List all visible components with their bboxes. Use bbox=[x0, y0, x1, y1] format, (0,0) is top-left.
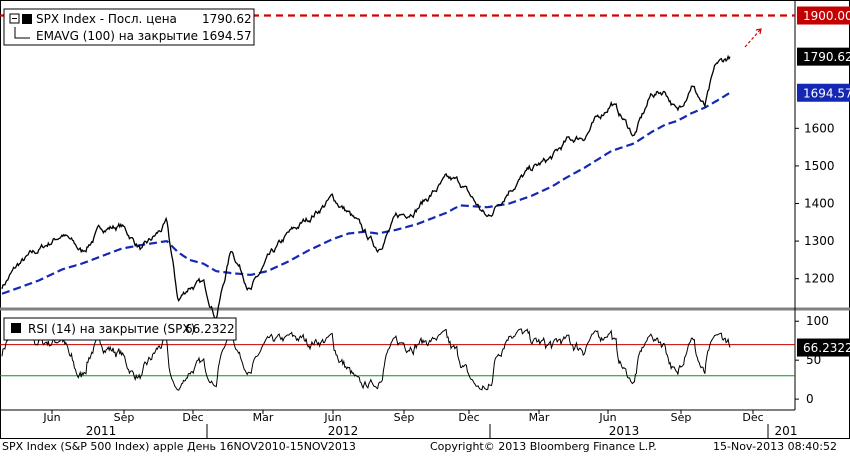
legend-rsi-label: RSI (14) на закрытие (SPX) bbox=[28, 322, 195, 336]
month-label: Sep bbox=[114, 411, 135, 424]
ema-last-value-text: 1694.57 bbox=[803, 86, 850, 100]
year-label: 2011 bbox=[86, 424, 117, 438]
month-label: Jun bbox=[323, 411, 341, 424]
chart-series bbox=[1, 54, 731, 391]
price-tick-label: 1600 bbox=[804, 121, 835, 135]
year-label: 2013 bbox=[609, 424, 640, 438]
ema-100-line bbox=[1, 91, 731, 295]
rsi-line bbox=[1, 328, 731, 391]
footer-copyright: Copyright© 2013 Bloomberg Finance L.P. bbox=[430, 440, 657, 453]
legend-rsi-swatch bbox=[11, 323, 21, 333]
year-label: 201 bbox=[775, 424, 798, 438]
rsi-last-value-text: 66.2322 bbox=[803, 341, 850, 355]
rsi-tick-label: 50 bbox=[806, 353, 821, 367]
price-legend-box bbox=[3, 8, 255, 46]
ema-last-value-box bbox=[797, 83, 850, 102]
price-tick-label: 1300 bbox=[804, 234, 835, 248]
footer-left: SPX Index (S&P 500 Index) apple День 16N… bbox=[2, 440, 356, 453]
month-label: Jun bbox=[42, 411, 60, 424]
reference-value-box bbox=[797, 6, 850, 25]
legend-ema-value: 1694.57 bbox=[202, 29, 252, 43]
chart-legend: SPX Index - Посл. цена 1790.62 EMAVG (100)… bbox=[3, 8, 255, 341]
footer-timestamp: 15-Nov-2013 08:40:52 bbox=[713, 440, 838, 453]
month-label: Dec bbox=[458, 411, 479, 424]
value-labels: 1900.00 1790.62 1694.57 66.2322 bbox=[797, 6, 850, 357]
legend-price-label: SPX Index - Посл. цена bbox=[36, 12, 177, 26]
price-tick-label: 1200 bbox=[804, 272, 835, 286]
price-tick-label: 1500 bbox=[804, 159, 835, 173]
rsi-legend-box bbox=[3, 317, 237, 341]
month-label: Dec bbox=[182, 411, 203, 424]
legend-ema-label: EMAVG (100) на закрытие bbox=[36, 29, 198, 43]
trend-arrow-shaft bbox=[744, 29, 761, 48]
month-label: Dec bbox=[742, 411, 763, 424]
month-label: Sep bbox=[394, 411, 415, 424]
month-label: Jun bbox=[598, 411, 616, 424]
legend-price-swatch bbox=[22, 14, 32, 24]
rsi-last-value-box bbox=[797, 338, 850, 357]
year-label: 2012 bbox=[328, 424, 359, 438]
rsi-tick-label: 0 bbox=[806, 392, 814, 406]
legend-rsi-value: 66.2322 bbox=[185, 322, 235, 336]
month-label: Mar bbox=[529, 411, 550, 424]
chart-axis: 1200 1300 1400 1500 1600 0 50 100 Jun Sep Dec Mar Ju… bbox=[42, 121, 835, 438]
reference-value-text: 1900.00 bbox=[803, 9, 850, 23]
rsi-tick-label: 100 bbox=[806, 314, 829, 328]
chart-grid bbox=[0, 0, 850, 439]
price-last-value-box bbox=[797, 47, 850, 66]
spx-price-line bbox=[1, 54, 731, 321]
price-last-value-text: 1790.62 bbox=[803, 50, 850, 64]
month-label: Sep bbox=[671, 411, 692, 424]
legend-price-value: 1790.62 bbox=[202, 12, 252, 26]
legend-tree-connector bbox=[14, 27, 30, 39]
chart-frame bbox=[0, 0, 850, 439]
trend-arrow-head bbox=[755, 28, 762, 35]
price-tick-label: 1400 bbox=[804, 196, 835, 210]
month-label: Mar bbox=[253, 411, 274, 424]
